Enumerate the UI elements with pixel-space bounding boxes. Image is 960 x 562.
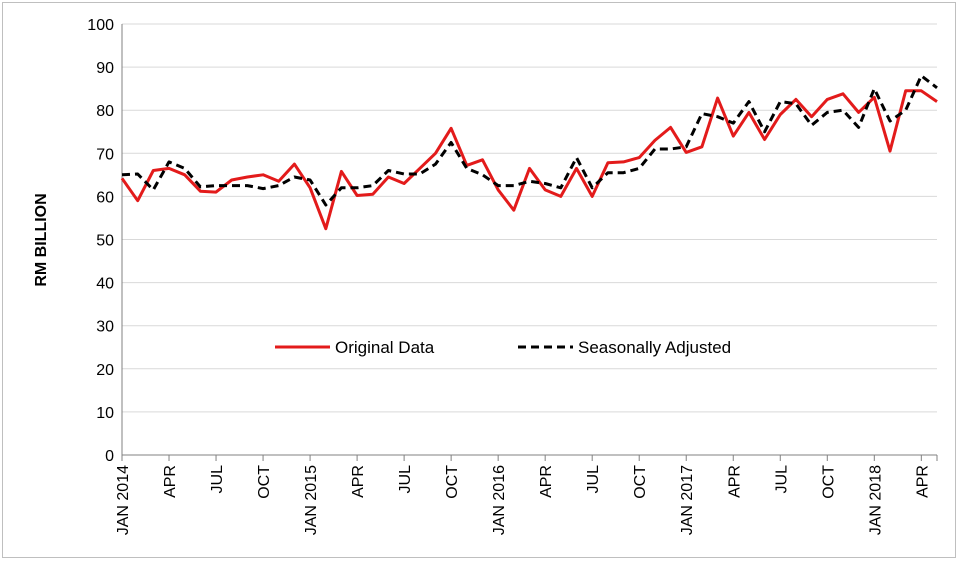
x-tick-label: JUL xyxy=(585,465,602,494)
x-tick-label: JAN 2018 xyxy=(867,465,884,535)
y-tick-label-10: 10 xyxy=(96,405,114,422)
legend: Original Data Seasonally Adjusted xyxy=(275,338,731,357)
x-tick-label: JAN 2016 xyxy=(491,465,508,535)
series-lines xyxy=(120,74,938,231)
series-line-seasonally-adjusted xyxy=(121,74,938,207)
gridlines xyxy=(122,23,937,456)
x-tick-label: OCT xyxy=(444,465,461,499)
y-axis-title: RM BILLION xyxy=(33,193,50,286)
x-tick-label: APR xyxy=(350,465,367,498)
x-tick-label: JAN 2014 xyxy=(115,465,132,535)
x-tick-label: OCT xyxy=(632,465,649,499)
x-tick-label: OCT xyxy=(820,465,837,499)
y-tick-label-0: 0 xyxy=(105,448,114,465)
x-tick-labels: JAN 2014 APR JUL OCT JAN 2015 APR JUL OCT JAN 20… xyxy=(115,465,931,535)
x-tick-label: JAN 2017 xyxy=(679,465,696,535)
series-line-original-data xyxy=(120,89,938,231)
y-tick-label-90: 90 xyxy=(96,60,114,77)
y-tick-label-20: 20 xyxy=(96,362,114,379)
y-tick-label-60: 60 xyxy=(96,189,114,206)
x-tick-label: JUL xyxy=(209,465,226,494)
x-tick-label: JAN 2015 xyxy=(303,465,320,535)
axes xyxy=(121,24,938,461)
legend-label-seasonally-adjusted: Seasonally Adjusted xyxy=(578,338,731,357)
x-tick-label: JUL xyxy=(397,465,414,494)
x-tick-label: APR xyxy=(914,465,931,498)
x-tick-label: APR xyxy=(162,465,179,498)
x-tick-label: APR xyxy=(538,465,555,498)
y-tick-labels: 0 10 20 30 40 50 60 70 80 90 100 xyxy=(87,17,114,465)
y-tick-label-80: 80 xyxy=(96,103,114,120)
legend-label-original-data: Original Data xyxy=(335,338,435,357)
y-tick-label-40: 40 xyxy=(96,276,114,293)
y-tick-label-30: 30 xyxy=(96,319,114,336)
y-tick-label-70: 70 xyxy=(96,146,114,163)
y-tick-label-50: 50 xyxy=(96,233,114,250)
x-tick-label: APR xyxy=(726,465,743,498)
y-tick-label-100: 100 xyxy=(87,17,114,34)
x-tick-label: JUL xyxy=(773,465,790,494)
x-tick-label: OCT xyxy=(256,465,273,499)
